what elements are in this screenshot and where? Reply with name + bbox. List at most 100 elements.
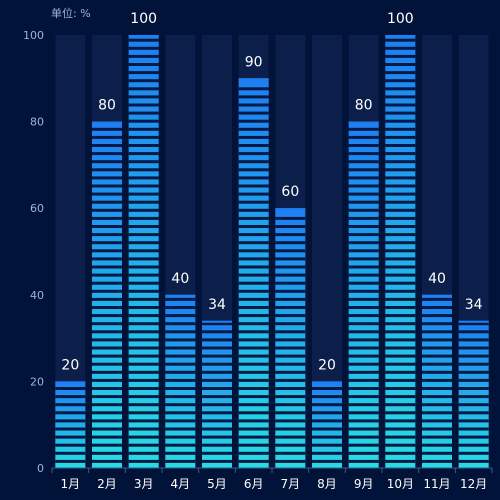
bar-segment-gap bbox=[348, 314, 379, 318]
bar-cap bbox=[92, 121, 122, 124]
bar-segment-gap bbox=[312, 411, 342, 415]
bar-segment-gap bbox=[385, 225, 416, 228]
bar-segment-gap bbox=[238, 208, 269, 212]
bar-segment-gap bbox=[385, 395, 416, 399]
bar-segment-gap bbox=[238, 387, 269, 390]
bar-cap bbox=[202, 320, 232, 323]
bar-segment-gap bbox=[348, 459, 379, 463]
x-tick-label: 3月 bbox=[134, 477, 154, 491]
bar-segment-gap bbox=[92, 403, 122, 407]
bar bbox=[92, 121, 122, 468]
bar-segment-gap bbox=[385, 411, 416, 415]
bar-segment-gap bbox=[165, 387, 196, 390]
bar-segment-gap bbox=[275, 233, 306, 237]
bar-segment-gap bbox=[422, 395, 452, 399]
bar-caps bbox=[55, 35, 489, 384]
bar-segment-gap bbox=[128, 95, 159, 99]
bar-segment-gap bbox=[275, 273, 306, 277]
value-label: 20 bbox=[318, 357, 336, 373]
bar-segment-gap bbox=[385, 233, 416, 237]
bar-segment-gap bbox=[238, 144, 269, 147]
bar-segment-gap bbox=[238, 346, 269, 350]
bar-segment-gap bbox=[238, 370, 269, 374]
bar-segment-gap bbox=[128, 338, 159, 342]
bar-segment-gap bbox=[128, 160, 159, 164]
bar-segment-gap bbox=[385, 160, 416, 164]
bar-segment-gap bbox=[275, 387, 306, 390]
bar-segment-gap bbox=[458, 459, 489, 463]
bar-segment-gap bbox=[128, 38, 159, 42]
bar-segment-gap bbox=[128, 119, 159, 123]
bar-segment-gap bbox=[348, 387, 379, 390]
bar-segment-gap bbox=[275, 241, 306, 245]
bar-segment-gap bbox=[348, 419, 379, 423]
bar-segment-gap bbox=[238, 297, 269, 301]
bar-segment-gap bbox=[385, 378, 416, 382]
bar-segment-gap bbox=[165, 297, 196, 301]
bar-segment-gap bbox=[55, 435, 86, 439]
bar-segment-gap bbox=[275, 411, 306, 415]
bar-segment-gap bbox=[55, 427, 86, 431]
bar-segment-gap bbox=[238, 314, 269, 318]
bar-segment-gap bbox=[275, 395, 306, 399]
bar-segment-gap bbox=[92, 168, 122, 172]
bar-segment-gap bbox=[348, 427, 379, 431]
bar-segment-gap bbox=[92, 273, 122, 277]
value-labels: 20 80 100 40 34 90 60 20 80 100 40 34 bbox=[61, 11, 482, 373]
bar-segment-gap bbox=[385, 192, 416, 196]
bar bbox=[348, 121, 379, 468]
bar-segment-gap bbox=[55, 411, 86, 415]
bar-segment-gap bbox=[202, 411, 232, 415]
bar-segment-gap bbox=[92, 160, 122, 164]
bar-segment-gap bbox=[128, 378, 159, 382]
bar-segment-gap bbox=[92, 314, 122, 318]
bar-segment-gap bbox=[348, 346, 379, 350]
y-tick-label: 60 bbox=[30, 202, 44, 215]
value-label: 40 bbox=[428, 271, 446, 287]
bar-segment-gap bbox=[92, 370, 122, 374]
bar-segment-gap bbox=[385, 427, 416, 431]
bar-cap bbox=[238, 78, 269, 81]
bar-segment-gap bbox=[385, 330, 416, 334]
bar-segment-gap bbox=[238, 192, 269, 196]
bar-segment-gap bbox=[385, 87, 416, 91]
bar-segment-gap bbox=[238, 435, 269, 439]
bar-segment-gap bbox=[312, 395, 342, 399]
bar-segment-gap bbox=[458, 378, 489, 382]
bar-segment-gap bbox=[422, 411, 452, 415]
bar-segment-gap bbox=[458, 419, 489, 423]
bar-segment-gap bbox=[92, 265, 122, 269]
bar-segment-gap bbox=[312, 419, 342, 423]
bar-segment-gap bbox=[422, 338, 452, 342]
bar-segment-gap bbox=[275, 249, 306, 253]
bar-segment-gap bbox=[238, 233, 269, 237]
bar-segment-gap bbox=[422, 435, 452, 439]
bar-segment-gap bbox=[128, 176, 159, 180]
bar-segment-gap bbox=[422, 443, 452, 447]
bar-segment-gap bbox=[458, 443, 489, 447]
bar-segment-gap bbox=[202, 427, 232, 431]
bar-cap bbox=[348, 121, 379, 124]
bar-segment-gap bbox=[202, 346, 232, 350]
bar bbox=[312, 381, 342, 468]
bar-segment-gap bbox=[128, 46, 159, 50]
bar-segment-gap bbox=[238, 273, 269, 277]
bar-segment-gap bbox=[92, 152, 122, 156]
bar-segment-gap bbox=[92, 419, 122, 423]
value-label: 100 bbox=[387, 11, 414, 27]
bar-segment-gap bbox=[458, 403, 489, 407]
bar-segment-gap bbox=[128, 289, 159, 293]
bar-cap bbox=[55, 381, 86, 384]
bar-segment-gap bbox=[92, 306, 122, 309]
bar-segment-gap bbox=[348, 354, 379, 358]
bar-cap bbox=[312, 381, 342, 384]
bar-segment-gap bbox=[385, 459, 416, 463]
bar-segment-gap bbox=[238, 378, 269, 382]
bar-segment-gap bbox=[128, 168, 159, 172]
y-tick-label: 20 bbox=[30, 375, 44, 388]
value-label: 100 bbox=[130, 11, 157, 27]
y-tick-label: 80 bbox=[30, 116, 44, 129]
bar bbox=[55, 381, 86, 468]
bar-segment-gap bbox=[165, 346, 196, 350]
bar-segment-gap bbox=[202, 362, 232, 366]
